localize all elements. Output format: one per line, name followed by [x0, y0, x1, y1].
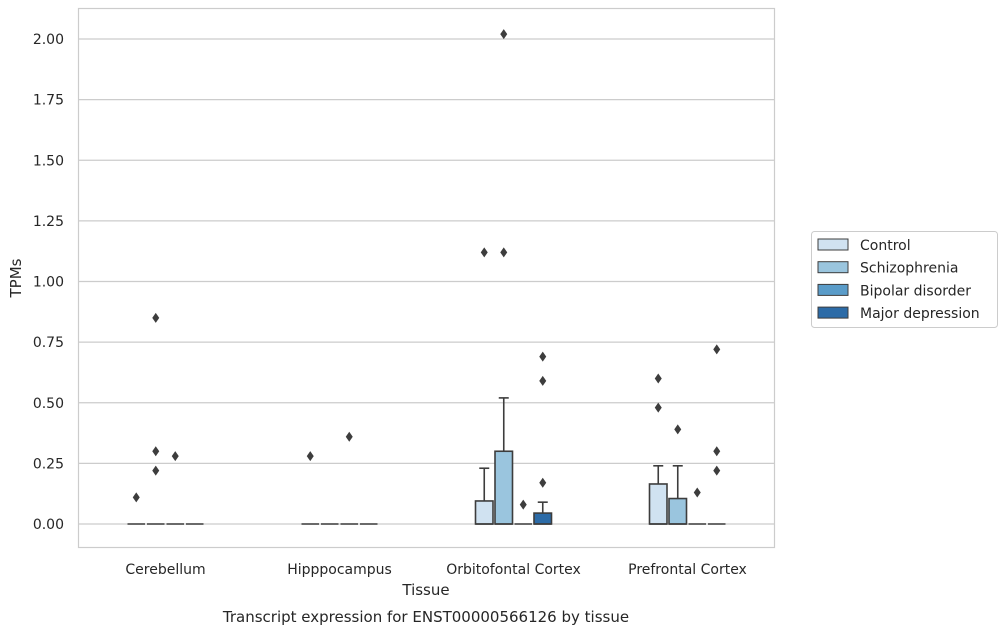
box-group — [514, 499, 532, 525]
outlier-point — [654, 373, 662, 384]
outlier-point — [152, 312, 160, 323]
box-group — [688, 487, 706, 525]
y-tick-label: 0.25 — [33, 456, 64, 472]
outlier-point — [539, 351, 547, 362]
box — [533, 512, 553, 525]
y-tick-label: 0.75 — [33, 335, 64, 351]
outlier-point — [713, 446, 721, 457]
outlier-point — [674, 424, 682, 435]
outlier-point — [306, 451, 314, 462]
outlier-point — [519, 499, 527, 510]
y-tick-label: 1.00 — [33, 275, 64, 291]
outlier-point — [171, 451, 179, 462]
outlier-point — [539, 477, 547, 488]
legend-label: Control — [860, 238, 911, 254]
box-group — [147, 312, 165, 525]
box — [668, 497, 688, 525]
x-tick-label: Cerebellum — [125, 562, 205, 578]
x-tick-label: Orbitofontal Cortex — [446, 562, 581, 578]
outlier-point — [654, 402, 662, 413]
outlier-point — [713, 344, 721, 355]
box-group — [166, 451, 184, 525]
legend-swatch — [817, 238, 849, 251]
y-axis-label: TPMs — [7, 258, 25, 298]
box-group — [301, 451, 319, 525]
legend-label: Bipolar disorder — [860, 283, 971, 299]
outlier-point — [713, 465, 721, 476]
box-group — [668, 424, 688, 525]
grid-lines — [78, 38, 775, 525]
outlier-point — [152, 465, 160, 476]
y-tick-label: 0.50 — [33, 396, 64, 412]
y-tick-label: 1.50 — [33, 153, 64, 169]
outlier-point — [500, 29, 508, 40]
outlier-point — [152, 446, 160, 457]
box-group — [648, 373, 668, 525]
box-group — [474, 247, 494, 525]
x-axis-label: Tissue — [401, 581, 449, 599]
box — [494, 450, 514, 525]
outlier-point — [480, 247, 488, 258]
box — [474, 500, 494, 525]
box-group — [708, 344, 726, 525]
box-group — [340, 431, 358, 525]
x-tick-label: Hipppocampus — [287, 562, 392, 578]
box-group — [494, 29, 514, 525]
outlier-point — [539, 375, 547, 386]
y-axis-ticks: 0.00 0.25 0.50 0.75 1.00 1.25 1.50 1.75 2.00 — [33, 32, 64, 533]
y-tick-label: 0.00 — [33, 517, 64, 533]
y-tick-label: 2.00 — [33, 32, 64, 48]
box — [648, 483, 668, 525]
x-axis-ticks: Cerebellum Hipppocampus Orbitofontal Corte… — [125, 562, 746, 578]
outlier-point — [132, 492, 140, 503]
legend-swatch — [817, 283, 849, 296]
box-elements — [127, 29, 726, 525]
plot-area-frame — [77, 7, 776, 549]
y-tick-label: 1.75 — [33, 93, 64, 109]
legend-swatch — [817, 306, 849, 319]
outlier-point — [500, 247, 508, 258]
box-group — [533, 351, 553, 525]
legend-label: Schizophrenia — [860, 261, 958, 277]
y-tick-label: 1.25 — [33, 214, 64, 230]
x-tick-label: Prefrontal Cortex — [628, 562, 747, 578]
legend-swatch — [817, 261, 849, 274]
legend: Control Schizophrenia Bipolar disorder Majo… — [811, 231, 998, 328]
outlier-point — [693, 487, 701, 498]
legend-label: Major depression — [860, 306, 980, 322]
outlier-point — [345, 431, 353, 442]
legend-frame — [811, 231, 998, 328]
legend-items: Control Schizophrenia Bipolar disorder Majo… — [817, 238, 980, 322]
chart-caption: Transcript expression for ENST0000056612… — [222, 608, 629, 626]
box-group — [127, 492, 145, 525]
